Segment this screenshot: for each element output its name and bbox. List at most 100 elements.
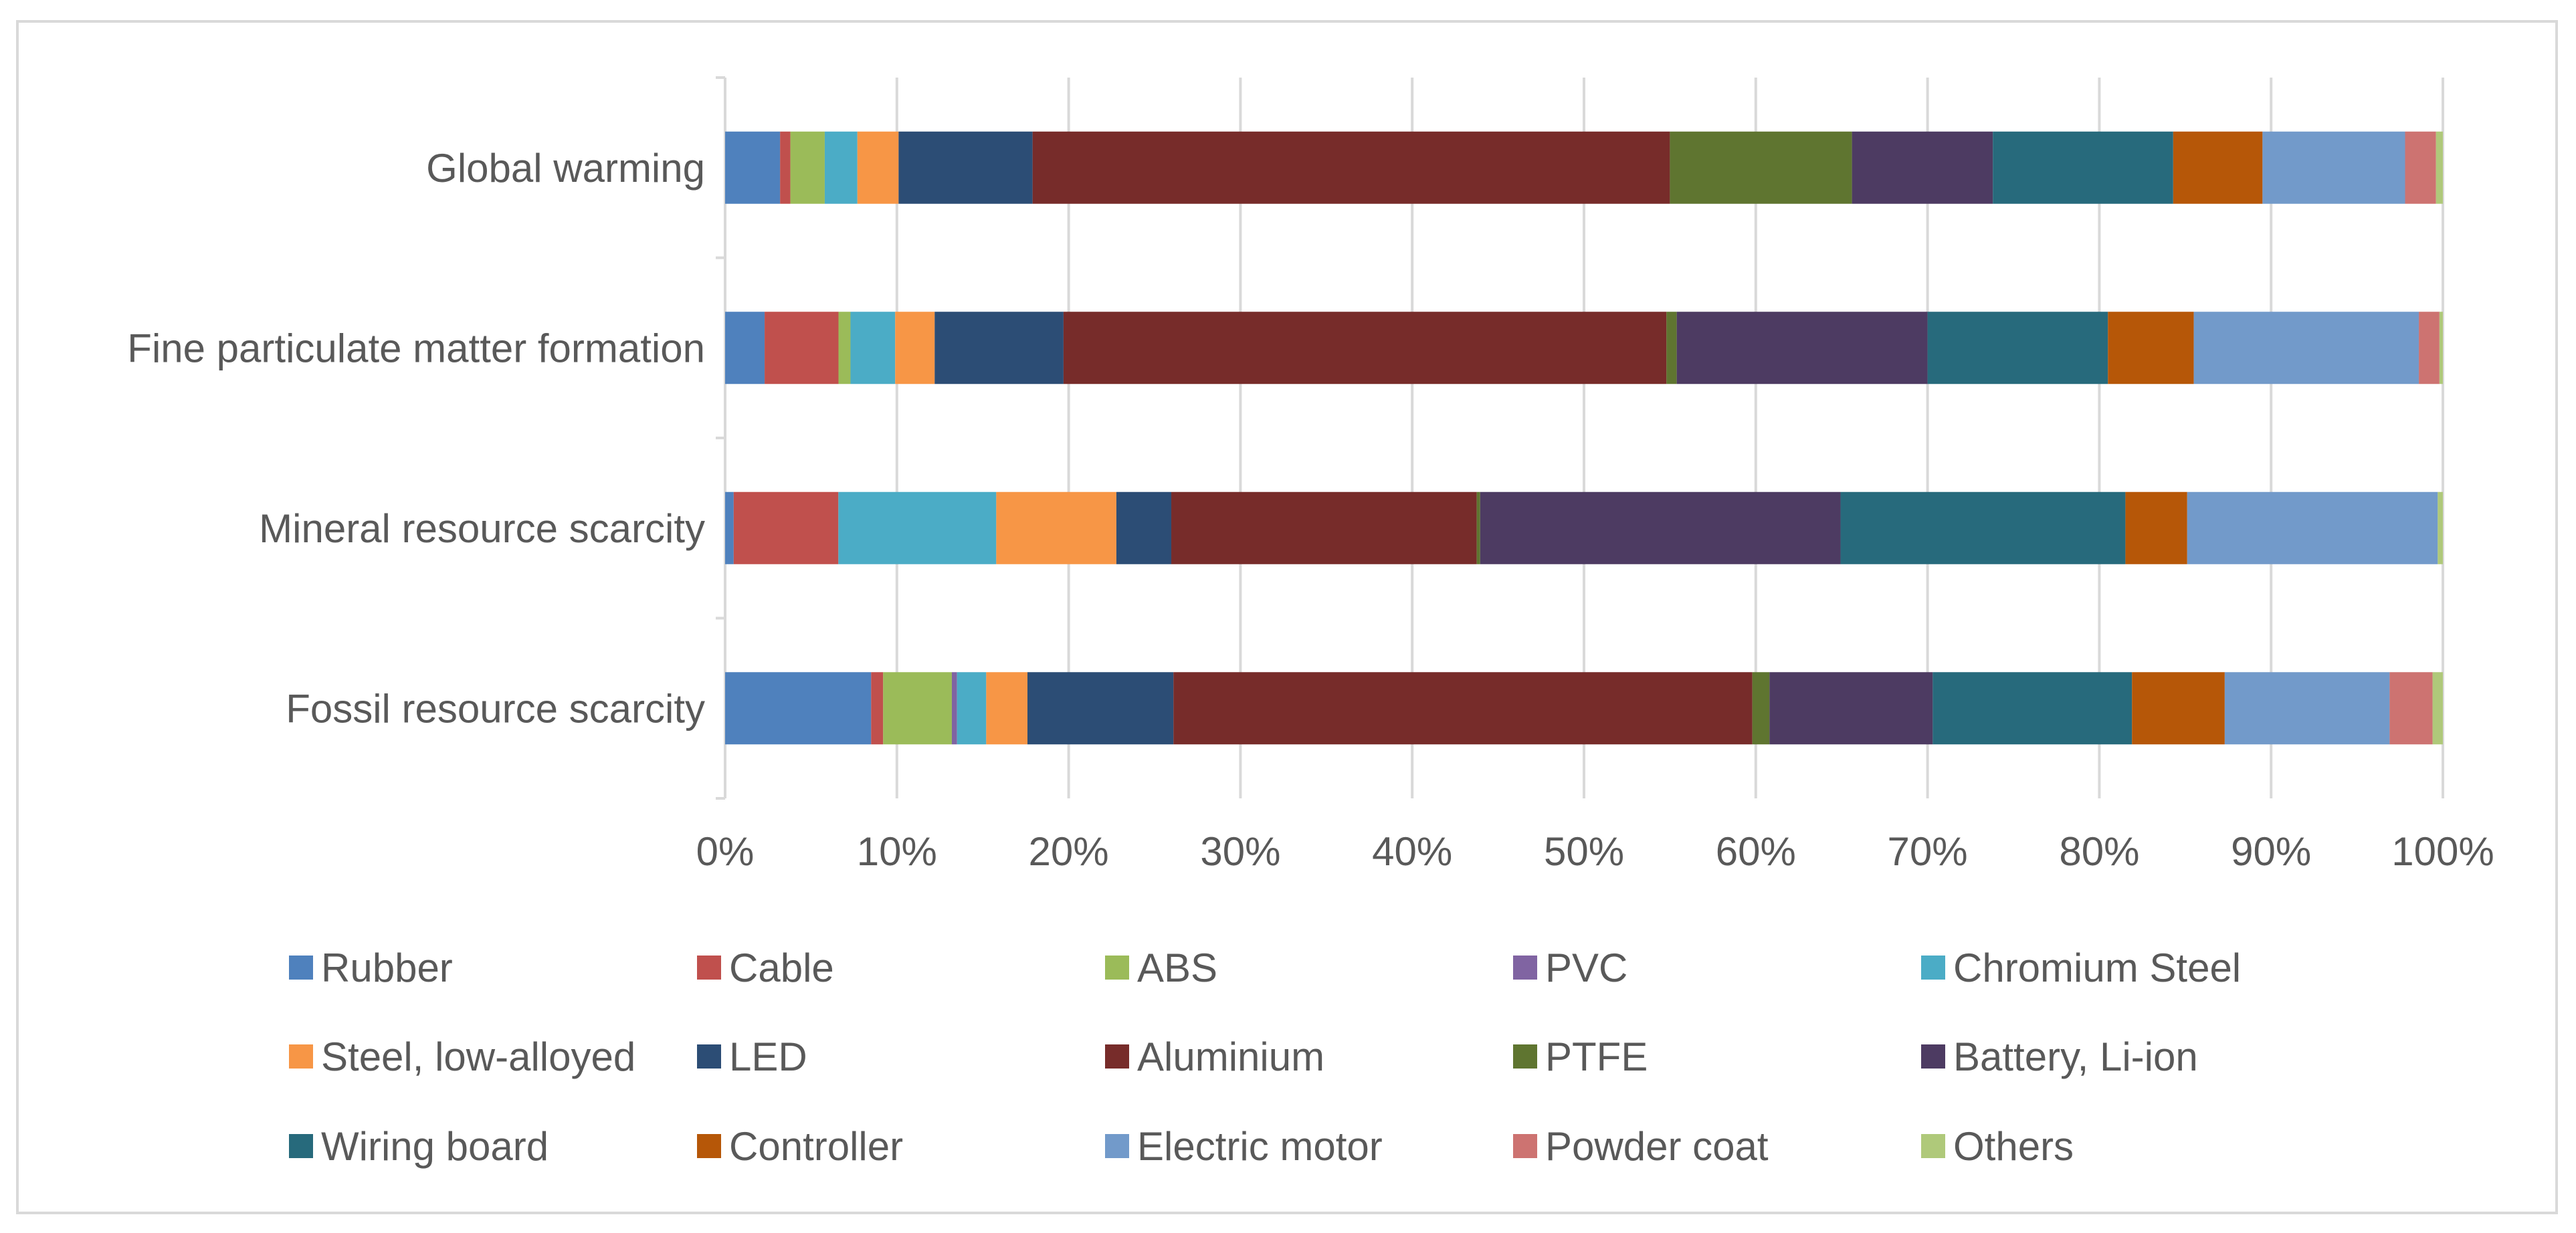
bar-fossil-resource-scarcity-others [2433, 672, 2443, 744]
legend-label-steel-low-alloyed: Steel, low-alloyed [321, 1034, 635, 1079]
legend-label-abs: ABS [1137, 945, 1217, 990]
x-tick-label: 30% [1200, 829, 1280, 874]
bar-fine-particulate-matter-formation-ptfe [1666, 312, 1676, 384]
x-tick-label: 60% [1716, 829, 1796, 874]
legend-swatch-controller [697, 1134, 721, 1158]
legend-label-wiring-board: Wiring board [321, 1124, 549, 1169]
bar-fine-particulate-matter-formation-rubber [725, 312, 765, 384]
legend-swatch-wiring-board [289, 1134, 313, 1158]
bar-global-warming-cable [780, 132, 790, 204]
x-tick-label: 70% [1888, 829, 1968, 874]
x-tick-labels: 0% 10% 20% 30% 40% 50% 60% 70% 80% 90% 100% [696, 829, 2494, 874]
bar-mineral-resource-scarcity-rubber [725, 492, 734, 564]
bar-fine-particulate-matter-formation-battery-li-ion [1677, 312, 1928, 384]
bar-mineral-resource-scarcity-electric-motor [2187, 492, 2438, 564]
bar-fine-particulate-matter-formation-electric-motor [2194, 312, 2419, 384]
stacked-bar-chart: Global warming Fine particulate matter fo… [19, 23, 2561, 1217]
bar-fossil-resource-scarcity-rubber [725, 672, 871, 744]
legend-label-others: Others [1953, 1124, 2074, 1169]
bar-fossil-resource-scarcity-aluminium [1173, 672, 1752, 744]
x-tick-label: 10% [857, 829, 937, 874]
bar-mineral-resource-scarcity-steel-low-alloyed [996, 492, 1116, 564]
x-tick-label: 100% [2391, 829, 2494, 874]
bar-mineral-resource-scarcity-others [2438, 492, 2443, 564]
bar-fossil-resource-scarcity-led [1027, 672, 1173, 744]
legend-label-cable: Cable [729, 945, 834, 990]
bar-mineral-resource-scarcity-cable [734, 492, 838, 564]
legend-swatch-abs [1105, 956, 1129, 980]
category-label-global-warming: Global warming [426, 146, 705, 191]
bar-global-warming-led [898, 132, 1032, 204]
bar-fossil-resource-scarcity-controller [2132, 672, 2225, 744]
legend-label-pvc: PVC [1545, 945, 1627, 990]
legend-swatch-powder-coat [1513, 1134, 1537, 1158]
legend-swatch-chromium-steel [1921, 956, 1945, 980]
bar-global-warming-electric-motor [2262, 132, 2405, 204]
bar-global-warming-rubber [725, 132, 780, 204]
bar-mineral-resource-scarcity-chromium-steel [838, 492, 996, 564]
bar-fine-particulate-matter-formation-wiring-board [1928, 312, 2108, 384]
legend-swatch-led [697, 1044, 721, 1069]
legend-label-ptfe: PTFE [1545, 1034, 1648, 1079]
x-tick-label: 0% [696, 829, 755, 874]
bar-global-warming-steel-low-alloyed [858, 132, 899, 204]
bar-mineral-resource-scarcity-led [1116, 492, 1171, 564]
bar-fine-particulate-matter-formation-others [2440, 312, 2443, 384]
bar-global-warming-abs [791, 132, 825, 204]
bar-fossil-resource-scarcity-steel-low-alloyed [986, 672, 1027, 744]
bar-mineral-resource-scarcity-controller [2125, 492, 2187, 564]
bar-fossil-resource-scarcity-cable [871, 672, 883, 744]
legend-label-chromium-steel: Chromium Steel [1953, 945, 2241, 990]
legend-swatch-aluminium [1105, 1044, 1129, 1069]
bar-global-warming-battery-li-ion [1852, 132, 1993, 204]
bar-global-warming-wiring-board [1993, 132, 2173, 204]
bar-fossil-resource-scarcity-chromium-steel [957, 672, 987, 744]
x-tick-label: 90% [2231, 829, 2311, 874]
legend-label-rubber: Rubber [321, 945, 453, 990]
bar-global-warming-controller [2173, 132, 2263, 204]
category-labels: Global warming Fine particulate matter fo… [127, 146, 705, 732]
legend-label-electric-motor: Electric motor [1137, 1124, 1383, 1169]
legend-swatch-cable [697, 956, 721, 980]
bar-fine-particulate-matter-formation-cable [765, 312, 838, 384]
legend-swatch-others [1921, 1134, 1945, 1158]
bar-fossil-resource-scarcity-ptfe [1753, 672, 1770, 744]
legend-label-aluminium: Aluminium [1137, 1034, 1324, 1079]
bar-fossil-resource-scarcity-electric-motor [2225, 672, 2390, 744]
legend: Rubber Cable ABS PVC Chromium Steel Steel, lo… [289, 945, 2241, 1169]
bar-fossil-resource-scarcity-abs [883, 672, 952, 744]
x-tick-label: 80% [2059, 829, 2139, 874]
bar-global-warming-chromium-steel [825, 132, 858, 204]
legend-label-powder-coat: Powder coat [1545, 1124, 1769, 1169]
bar-fine-particulate-matter-formation-powder-coat [2419, 312, 2440, 384]
legend-label-led: LED [729, 1034, 807, 1079]
bar-global-warming-aluminium [1033, 132, 1670, 204]
x-tick-label: 20% [1029, 829, 1109, 874]
legend-swatch-pvc [1513, 956, 1537, 980]
bar-fine-particulate-matter-formation-chromium-steel [850, 312, 895, 384]
x-tick-label: 50% [1544, 829, 1624, 874]
bar-mineral-resource-scarcity-wiring-board [1841, 492, 2126, 564]
bar-fine-particulate-matter-formation-abs [838, 312, 850, 384]
bar-fossil-resource-scarcity-pvc [952, 672, 957, 744]
bar-mineral-resource-scarcity-battery-li-ion [1480, 492, 1841, 564]
legend-swatch-rubber [289, 956, 313, 980]
bar-mineral-resource-scarcity-ptfe [1477, 492, 1480, 564]
legend-swatch-ptfe [1513, 1044, 1537, 1069]
bar-fine-particulate-matter-formation-led [934, 312, 1064, 384]
category-axis [716, 78, 725, 798]
bar-mineral-resource-scarcity-aluminium [1171, 492, 1477, 564]
category-label-fine-particulate-matter-formation: Fine particulate matter formation [127, 326, 705, 370]
category-label-fossil-resource-scarcity: Fossil resource scarcity [286, 686, 705, 731]
bar-global-warming-ptfe [1670, 132, 1852, 204]
bar-fine-particulate-matter-formation-aluminium [1064, 312, 1666, 384]
x-tick-label: 40% [1372, 829, 1452, 874]
bar-global-warming-others [2436, 132, 2443, 204]
chart-frame: Global warming Fine particulate matter fo… [16, 20, 2558, 1214]
legend-label-controller: Controller [729, 1124, 903, 1169]
bar-fine-particulate-matter-formation-controller [2108, 312, 2193, 384]
bar-global-warming-powder-coat [2405, 132, 2436, 204]
legend-swatch-electric-motor [1105, 1134, 1129, 1158]
bar-fossil-resource-scarcity-powder-coat [2389, 672, 2432, 744]
legend-label-battery-li-ion: Battery, Li-ion [1953, 1034, 2198, 1079]
